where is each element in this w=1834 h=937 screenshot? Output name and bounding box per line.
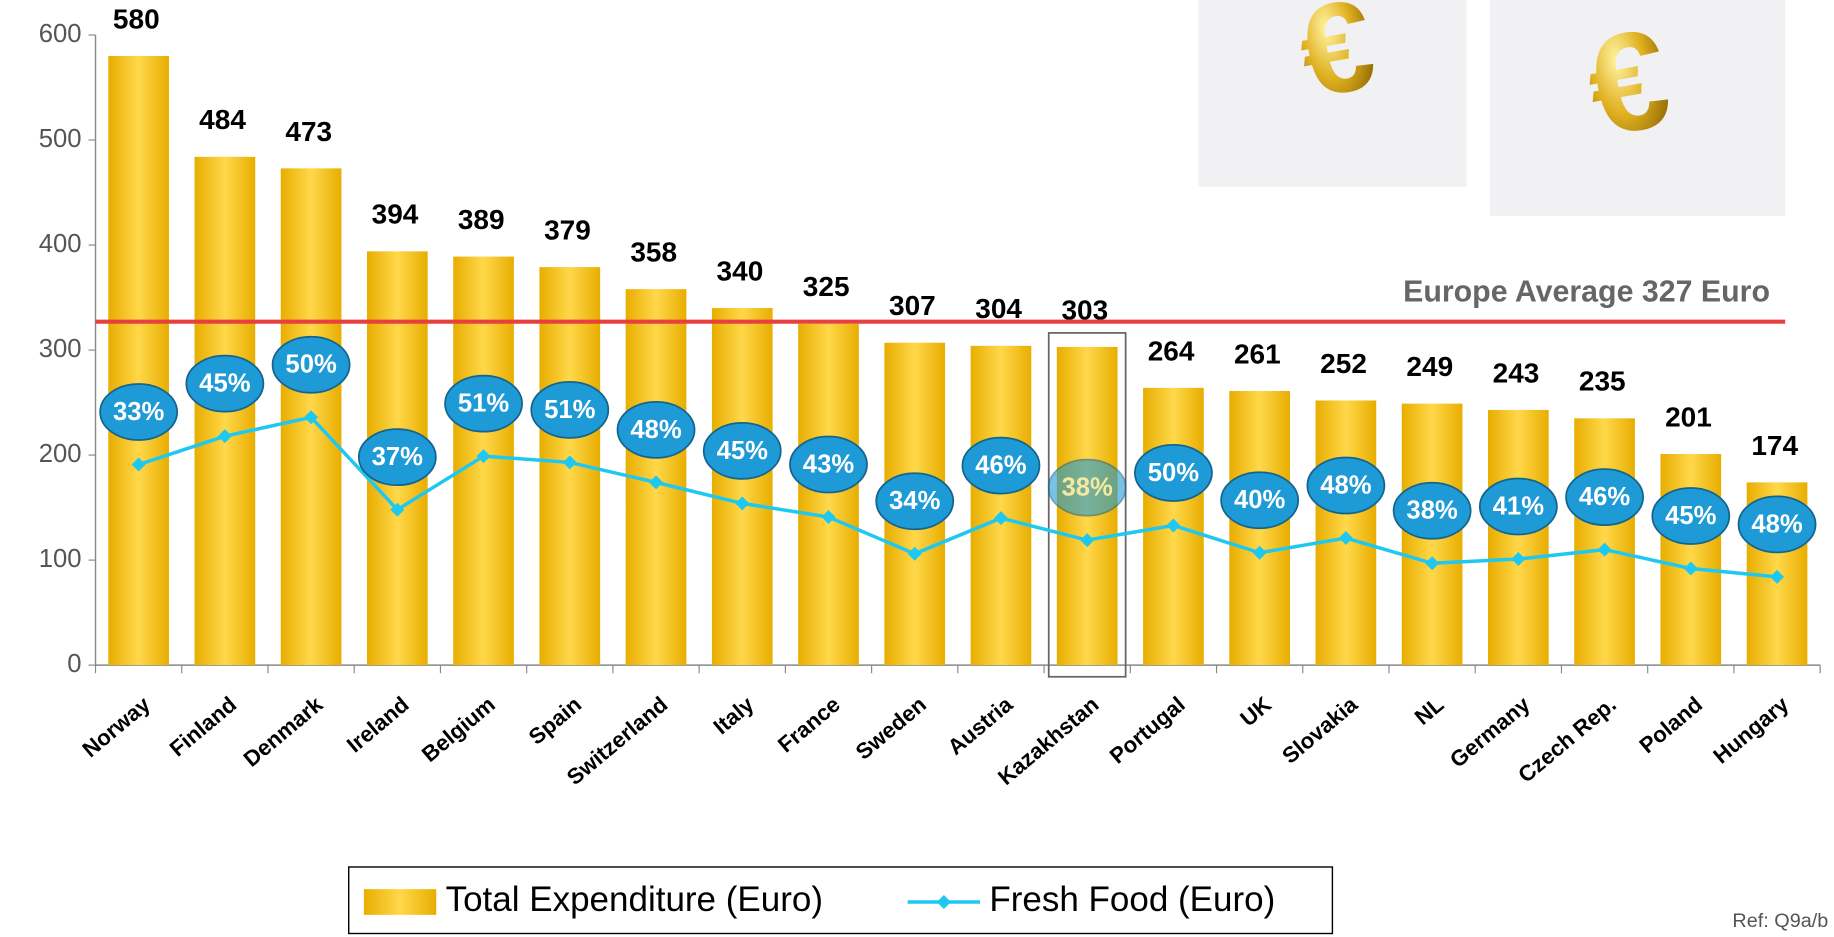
x-tick-label: UK — [1235, 692, 1276, 732]
bar — [1488, 410, 1549, 665]
bar-value-label: 252 — [1320, 348, 1367, 379]
x-tick-label: Ireland — [342, 692, 414, 758]
y-tick-label: 500 — [39, 125, 82, 153]
share-label: 51% — [544, 396, 596, 424]
x-tick-label: Spain — [524, 692, 586, 750]
bar-value-label: 307 — [889, 290, 936, 321]
bar — [971, 346, 1032, 665]
euro-decoration: € € — [1198, 0, 1785, 216]
share-label: 37% — [372, 443, 424, 471]
x-tick-label: Italy — [709, 691, 760, 739]
x-tick-label: Sweden — [851, 692, 931, 765]
bar-value-label: 174 — [1751, 430, 1798, 461]
x-tick-label: Austria — [943, 691, 1018, 760]
bar — [1660, 454, 1721, 665]
x-tick-label: Portugal — [1105, 692, 1190, 769]
share-label: 38% — [1062, 474, 1114, 502]
share-label: 51% — [458, 390, 510, 418]
bar — [712, 308, 773, 665]
reference-label: Europe Average 327 Euro — [1403, 276, 1770, 309]
legend-label: Fresh Food (Euro) — [989, 880, 1275, 919]
bar-value-label: 304 — [975, 293, 1022, 324]
x-tick-label: NL — [1410, 692, 1449, 730]
x-tick-label: Hungary — [1708, 691, 1793, 768]
x-tick-label: Finland — [165, 692, 241, 762]
share-label: 48% — [1320, 471, 1372, 499]
share-label: 48% — [1751, 510, 1803, 538]
bar-value-label: 264 — [1148, 335, 1195, 366]
bar-value-label: 358 — [630, 237, 677, 268]
legend-label: Total Expenditure (Euro) — [446, 880, 823, 919]
x-tick-label: France — [773, 692, 845, 758]
share-label: 50% — [285, 351, 337, 379]
y-tick-label: 0 — [67, 650, 81, 678]
bar-value-label: 201 — [1665, 401, 1712, 432]
bar-value-label: 379 — [544, 214, 591, 245]
share-label: 48% — [630, 416, 682, 444]
y-tick-label: 100 — [39, 545, 82, 573]
share-label: 43% — [803, 450, 855, 478]
share-label: 45% — [199, 370, 251, 398]
x-tick-label: Belgium — [417, 692, 500, 767]
x-tick-label: Denmark — [239, 691, 328, 772]
chart: € € 0 100 200 300 400 500 600 580 Norway 484 Finla… — [0, 0, 1834, 937]
y-tick-label: 300 — [39, 335, 82, 363]
share-label: 45% — [1665, 502, 1717, 530]
share-label: 46% — [975, 452, 1027, 480]
legend-swatch-bar — [364, 889, 436, 915]
bar-value-label: 249 — [1406, 351, 1453, 382]
x-tick-label: Slovakia — [1277, 691, 1362, 768]
share-label: 45% — [717, 437, 769, 465]
x-tick-label: Norway — [78, 691, 156, 762]
share-label: 40% — [1234, 486, 1286, 514]
bar-value-label: 473 — [285, 116, 332, 147]
y-tick-label: 600 — [39, 20, 82, 48]
share-label: 41% — [1493, 492, 1545, 520]
legend: Total Expenditure (Euro) Fresh Food (Eur… — [349, 867, 1333, 934]
bar-value-label: 340 — [717, 255, 764, 286]
bar — [1574, 418, 1635, 665]
bar — [798, 324, 859, 665]
y-tick-label: 200 — [39, 440, 82, 468]
reference-note: Ref: Q9a/b — [1732, 910, 1828, 932]
share-label: 38% — [1406, 497, 1458, 525]
share-label: 33% — [113, 398, 165, 426]
bar-value-label: 389 — [458, 204, 505, 235]
bar-value-label: 261 — [1234, 338, 1281, 369]
bar-value-label: 235 — [1579, 366, 1626, 397]
bar-value-label: 325 — [803, 271, 850, 302]
x-tick-label: Poland — [1634, 692, 1707, 759]
bar-value-label: 580 — [113, 3, 160, 34]
bar-value-label: 484 — [199, 104, 246, 135]
share-label: 34% — [889, 487, 941, 515]
bar-value-label: 394 — [372, 199, 419, 230]
share-label: 50% — [1148, 459, 1200, 487]
bar-value-label: 243 — [1493, 357, 1540, 388]
bar — [108, 56, 169, 665]
y-tick-label: 400 — [39, 230, 82, 258]
share-label: 46% — [1579, 483, 1631, 511]
